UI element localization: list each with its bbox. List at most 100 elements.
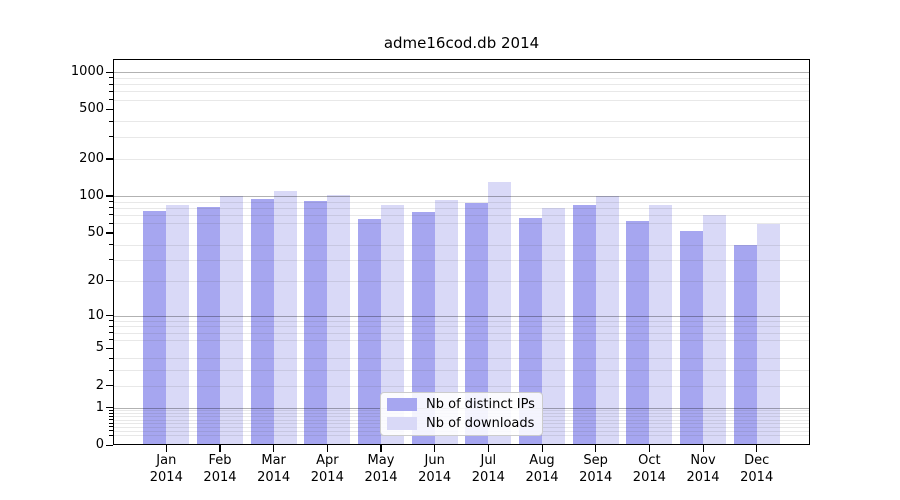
grid-line-minor bbox=[113, 158, 810, 160]
y-tick-label: 100 bbox=[79, 187, 104, 203]
grid-line-major bbox=[113, 195, 810, 197]
grid-line-minor bbox=[113, 121, 810, 123]
y-minor-tick bbox=[109, 244, 113, 246]
grid-line-minor bbox=[113, 84, 810, 86]
x-tick bbox=[541, 445, 543, 452]
bar-distinct-ips-may bbox=[357, 218, 381, 445]
legend-swatch-distinct-ips bbox=[387, 398, 417, 411]
grid-line-minor bbox=[113, 91, 810, 93]
y-minor-tick bbox=[109, 83, 113, 85]
bar-downloads-jun bbox=[434, 199, 458, 445]
x-tick bbox=[648, 445, 651, 452]
y-minor-tick bbox=[109, 422, 113, 424]
y-tick bbox=[106, 195, 113, 197]
y-minor-tick bbox=[109, 434, 113, 436]
x-tick bbox=[756, 445, 758, 452]
y-minor-tick bbox=[109, 259, 113, 261]
grid-line-minor bbox=[113, 223, 810, 225]
y-tick bbox=[106, 108, 113, 111]
bar-downloads-may bbox=[380, 205, 404, 445]
grid-line-major bbox=[113, 72, 810, 74]
y-minor-tick bbox=[109, 99, 113, 101]
y-tick bbox=[106, 71, 113, 73]
grid-line-minor bbox=[113, 259, 810, 261]
x-tick bbox=[380, 445, 382, 452]
grid-line-minor bbox=[113, 280, 810, 282]
y-minor-tick bbox=[109, 426, 113, 428]
y-minor-tick bbox=[109, 415, 113, 417]
y-minor-tick bbox=[109, 207, 113, 209]
x-tick-label: Oct 2014 bbox=[632, 453, 666, 485]
bar-downloads-oct bbox=[649, 205, 673, 445]
bar-distinct-ips-jan bbox=[143, 210, 167, 445]
bar-distinct-ips-feb bbox=[196, 207, 220, 445]
y-minor-tick bbox=[109, 280, 113, 282]
x-tick-label: Nov 2014 bbox=[686, 453, 720, 485]
y-minor-tick bbox=[109, 409, 113, 411]
y-tick-label: 1000 bbox=[70, 64, 104, 80]
grid-line-minor bbox=[113, 385, 810, 387]
x-tick-label: Feb 2014 bbox=[203, 453, 237, 485]
grid-line-major bbox=[113, 315, 810, 317]
bar-downloads-jan bbox=[166, 204, 190, 445]
grid-line-minor bbox=[113, 332, 810, 334]
x-tick bbox=[487, 445, 490, 452]
bar-distinct-ips-mar bbox=[250, 198, 274, 445]
bar-distinct-ips-dec bbox=[733, 244, 757, 445]
bar-downloads-nov bbox=[703, 214, 727, 445]
y-tick bbox=[106, 315, 113, 317]
x-tick bbox=[219, 445, 221, 452]
y-tick-label: 500 bbox=[79, 101, 104, 117]
grid-line-minor bbox=[113, 136, 810, 138]
y-minor-tick bbox=[109, 214, 113, 216]
bar-distinct-ips-jul bbox=[465, 203, 489, 445]
y-tick-label: 1 bbox=[95, 399, 104, 415]
legend-label: Nb of distinct IPs bbox=[426, 397, 535, 412]
x-tick bbox=[702, 445, 704, 452]
x-tick-label: May 2014 bbox=[364, 453, 398, 485]
grid-line-minor bbox=[113, 339, 810, 341]
y-tick-label: 5 bbox=[95, 340, 104, 356]
x-tick-label: Apr 2014 bbox=[310, 453, 344, 485]
x-tick-label: Jan 2014 bbox=[149, 453, 183, 485]
y-minor-tick bbox=[109, 120, 113, 122]
y-minor-tick bbox=[109, 325, 113, 327]
y-minor-tick bbox=[109, 430, 113, 432]
legend-swatch-downloads bbox=[387, 417, 417, 430]
legend: Nb of distinct IPs Nb of downloads bbox=[380, 392, 543, 436]
x-tick bbox=[273, 445, 275, 452]
y-minor-tick bbox=[109, 136, 113, 138]
bar-downloads-dec bbox=[756, 224, 780, 445]
y-tick bbox=[106, 232, 113, 234]
grid-line-minor bbox=[113, 201, 810, 203]
bar-downloads-sep bbox=[595, 195, 619, 445]
x-tick bbox=[326, 445, 329, 452]
y-tick bbox=[106, 444, 113, 446]
y-minor-tick bbox=[109, 369, 113, 371]
legend-item: Nb of distinct IPs bbox=[387, 397, 536, 412]
bar-downloads-jul bbox=[488, 181, 512, 445]
y-tick bbox=[106, 347, 113, 350]
bar-distinct-ips-nov bbox=[680, 230, 704, 445]
grid-line-minor bbox=[113, 370, 810, 372]
y-tick-label: 200 bbox=[79, 150, 104, 166]
y-minor-tick bbox=[109, 419, 113, 421]
y-tick-label: 50 bbox=[87, 224, 104, 240]
y-minor-tick bbox=[109, 158, 113, 160]
x-tick-label: Dec 2014 bbox=[740, 453, 774, 485]
bar-downloads-mar bbox=[273, 190, 297, 445]
y-tick-label: 10 bbox=[87, 307, 104, 323]
x-tick-label: Mar 2014 bbox=[257, 453, 291, 485]
x-tick-label: Sep 2014 bbox=[579, 453, 613, 485]
bar-downloads-aug bbox=[542, 207, 565, 445]
grid-line-minor bbox=[113, 326, 810, 328]
x-tick bbox=[595, 445, 597, 452]
y-minor-tick bbox=[109, 332, 113, 334]
bar-distinct-ips-aug bbox=[519, 218, 542, 445]
grid-line-minor bbox=[113, 214, 810, 216]
bar-distinct-ips-apr bbox=[304, 200, 328, 445]
grid-line-minor bbox=[113, 207, 810, 209]
grid-line-minor bbox=[113, 99, 810, 101]
y-minor-tick bbox=[109, 222, 113, 224]
